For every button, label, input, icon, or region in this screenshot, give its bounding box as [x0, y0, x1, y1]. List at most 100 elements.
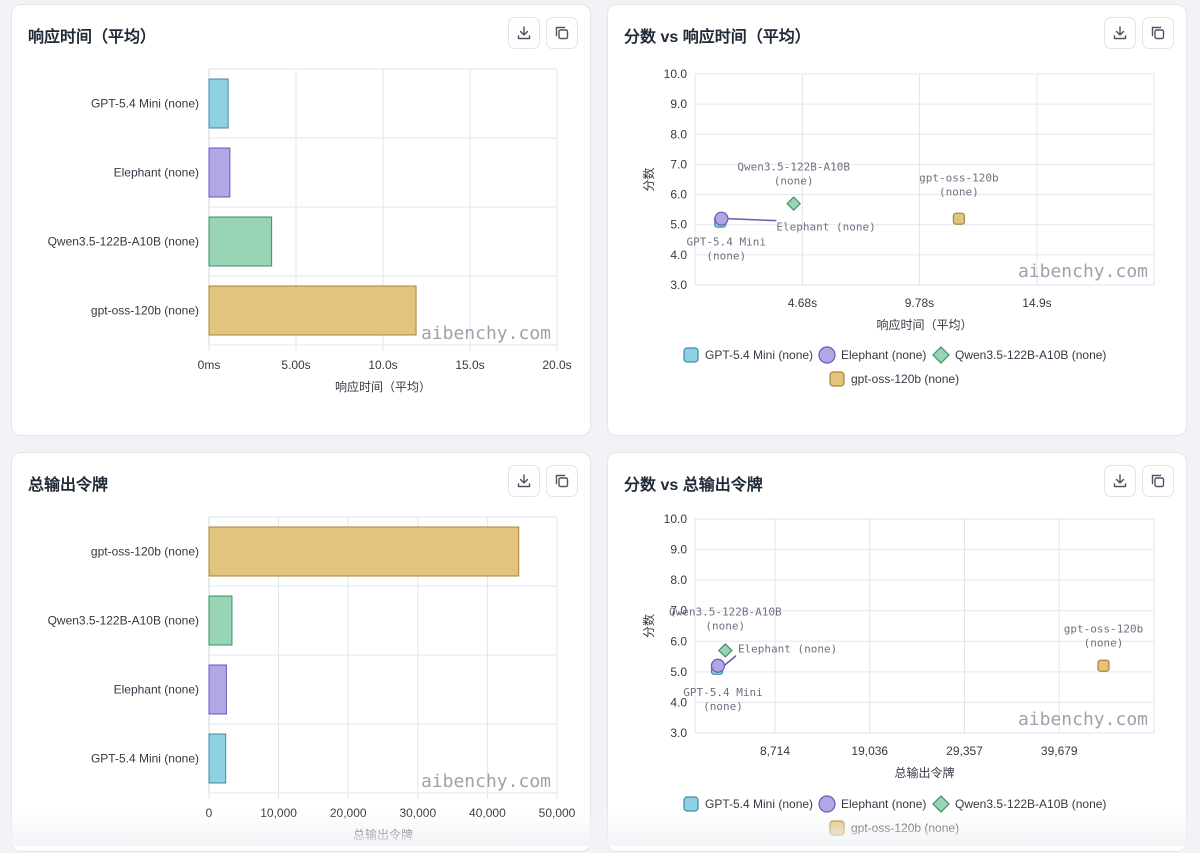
point-gpt-oss-120b-none [1097, 659, 1110, 672]
y-axis-title: 分数 [641, 167, 656, 191]
point-elephant-none [714, 211, 729, 226]
legend-label: Elephant (none) [841, 348, 926, 362]
y-tick-label: 6.0 [670, 188, 687, 202]
x-axis-title: 响应时间（平均） [335, 379, 431, 394]
y-tick-label: 9.0 [670, 97, 687, 111]
copy-icon [1151, 474, 1165, 488]
category-label: GPT-5.4 Mini (none) [91, 752, 199, 766]
category-label: Elephant (none) [114, 166, 199, 180]
copy-button[interactable] [546, 465, 578, 497]
x-tick-label: 29,357 [946, 744, 983, 758]
legend-marker-qwen3-5-122b-a10b-none [932, 346, 950, 364]
category-label: Elephant (none) [114, 683, 199, 697]
category-label: gpt-oss-120b (none) [91, 545, 199, 559]
copy-icon [555, 474, 569, 488]
download-button[interactable] [508, 17, 540, 49]
point-label: gpt-oss-120b [919, 172, 998, 185]
category-label: Qwen3.5-122B-A10B (none) [48, 235, 199, 249]
point-label: Elephant (none) [776, 221, 875, 234]
bar-qwen3-5-122b-a10b-none [208, 216, 273, 267]
x-tick-label: 40,000 [469, 806, 506, 820]
chart-title: 响应时间（平均） [28, 29, 157, 46]
x-tick-label: 19,036 [851, 744, 888, 758]
x-axis-title: 总输出令牌 [894, 765, 954, 780]
legend-label: Qwen3.5-122B-A10B (none) [955, 797, 1106, 811]
watermark: aibenchy.com [421, 771, 551, 792]
response-time-bar-chart: 0ms 5.00s 10.0s 15.0s 20.0s GPT-5.4 Mini (non… [48, 68, 572, 394]
category-label: Qwen3.5-122B-A10B (none) [48, 614, 199, 628]
point-label: (none) [706, 250, 746, 263]
x-tick-label: 5.00s [281, 358, 310, 372]
point-label: GPT-5.4 Mini [687, 236, 766, 249]
download-button[interactable] [1104, 465, 1136, 497]
copy-button[interactable] [1142, 465, 1174, 497]
label-leader-line [727, 217, 777, 222]
legend-label: gpt-oss-120b (none) [851, 821, 959, 835]
download-button[interactable] [1104, 17, 1136, 49]
category-label: gpt-oss-120b (none) [91, 304, 199, 318]
x-tick-label: 4.68s [788, 296, 817, 310]
bar-gpt-5-4-mini-none [208, 733, 227, 784]
y-tick-label: 10.0 [664, 67, 688, 81]
bar-elephant-none [208, 147, 231, 198]
point-label: Qwen3.5-122B-A10B [737, 161, 850, 174]
point-qwen3-5-122b-a10b-none [717, 643, 733, 658]
y-tick-label: 6.0 [670, 634, 687, 648]
point-qwen3-5-122b-a10b-none [786, 196, 802, 211]
y-tick-label: 8.0 [670, 573, 687, 587]
x-tick-label: 14.9s [1022, 296, 1051, 310]
download-icon [1113, 474, 1127, 488]
copy-button[interactable] [1142, 17, 1174, 49]
download-button[interactable] [508, 465, 540, 497]
x-axis-title: 响应时间（平均） [876, 317, 972, 332]
y-tick-label: 8.0 [670, 127, 687, 141]
legend-label: GPT-5.4 Mini (none) [705, 348, 813, 362]
legend-marker-gpt-oss-120b-none [829, 820, 845, 836]
copy-button[interactable] [546, 17, 578, 49]
point-label: (none) [774, 175, 814, 188]
legend-marker-elephant-none [818, 346, 836, 364]
watermark: aibenchy.com [1018, 261, 1148, 282]
y-tick-label: 3.0 [670, 726, 687, 740]
legend-marker-gpt-oss-120b-none [829, 371, 845, 387]
download-icon [1113, 26, 1127, 40]
point-label: gpt-oss-120b [1064, 623, 1143, 636]
y-tick-label: 10.0 [664, 512, 688, 526]
point-label: (none) [703, 700, 743, 713]
y-tick-label: 4.0 [670, 695, 687, 709]
legend-marker-gpt-5-4-mini-none [683, 796, 699, 812]
point-label: Elephant (none) [738, 643, 837, 656]
legend-marker-gpt-5-4-mini-none [683, 347, 699, 363]
y-tick-label: 3.0 [670, 278, 687, 292]
point-label: (none) [705, 619, 745, 632]
x-tick-label: 20.0s [542, 358, 571, 372]
x-tick-label: 30,000 [399, 806, 436, 820]
bar-qwen3-5-122b-a10b-none [208, 595, 233, 646]
point-label: (none) [1084, 637, 1124, 650]
chart-title: 分数 vs 响应时间（平均） [624, 29, 811, 46]
chart-title: 分数 vs 总输出令牌 [624, 477, 763, 494]
score-vs-response-time-scatter: 3.0 4.0 5.0 6.0 7.0 8.0 9.0 10.0 4.68s 9.78s 14.9s… [641, 67, 1155, 387]
y-tick-label: 4.0 [670, 248, 687, 262]
y-tick-label: 7.0 [670, 604, 687, 618]
legend-label: Elephant (none) [841, 797, 926, 811]
x-tick-label: 39,679 [1041, 744, 1078, 758]
point-elephant-none [710, 658, 726, 673]
legend-label: Qwen3.5-122B-A10B (none) [955, 348, 1106, 362]
bar-gpt-5-4-mini-none [208, 78, 229, 129]
y-tick-label: 5.0 [670, 218, 687, 232]
point-gpt-oss-120b-none [952, 212, 966, 225]
x-tick-label: 0 [206, 806, 213, 820]
total-output-tokens-bar-chart: 0 10,000 20,000 30,000 40,000 50,000 gpt-oss-1… [48, 516, 576, 842]
legend-marker-qwen3-5-122b-a10b-none [932, 795, 950, 813]
bar-gpt-oss-120b-none [208, 285, 417, 336]
copy-icon [1151, 26, 1165, 40]
y-tick-label: 7.0 [670, 157, 687, 171]
y-tick-label: 9.0 [670, 543, 687, 557]
watermark: aibenchy.com [421, 323, 551, 344]
score-vs-output-tokens-scatter: 3.0 4.0 5.0 6.0 7.0 8.0 9.0 10.0 8,714 19,036 29,3… [641, 512, 1155, 836]
x-tick-label: 20,000 [330, 806, 367, 820]
x-tick-label: 10.0s [368, 358, 397, 372]
legend-label: gpt-oss-120b (none) [851, 372, 959, 386]
point-label: GPT-5.4 Mini [683, 686, 762, 699]
